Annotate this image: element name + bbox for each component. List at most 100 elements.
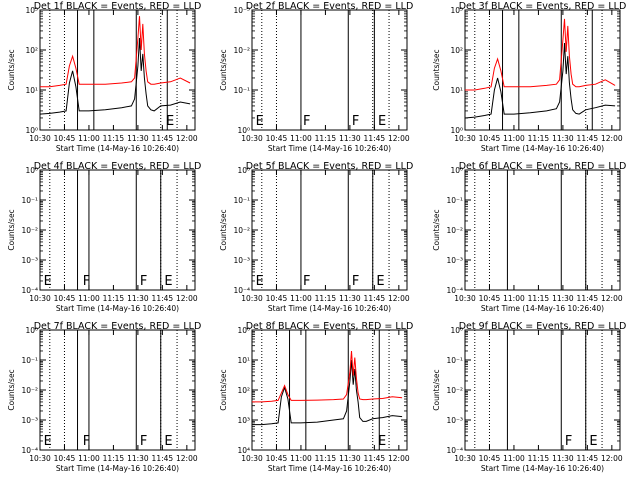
flag-label: E xyxy=(256,114,264,129)
y-tick-label: 10⁻³ xyxy=(233,256,250,265)
y-tick-label: 10⁻³ xyxy=(21,256,38,265)
flag-label: E xyxy=(166,114,174,129)
y-tick-label: 10⁰ xyxy=(237,126,250,135)
x-axis-label: Start Time (14-May-16 10:26:40) xyxy=(268,464,391,473)
y-axis-label: Counts/sec xyxy=(432,209,441,250)
x-tick-label: 11:30 xyxy=(127,134,149,143)
y-tick-label: 10⁰ xyxy=(25,166,38,175)
x-tick-label: 10:30 xyxy=(241,134,263,143)
x-tick-label: 11:00 xyxy=(290,294,312,303)
x-tick-label: 11:15 xyxy=(528,454,550,463)
y-tick-label: 10⁻⁴ xyxy=(446,286,463,295)
y-tick-label: 10⁴ xyxy=(237,446,250,455)
x-tick-label: 12:00 xyxy=(388,454,410,463)
plot-frame xyxy=(464,9,621,131)
x-tick-label: 11:30 xyxy=(552,134,574,143)
flag-label: F xyxy=(352,114,359,129)
y-axis-label: Counts/sec xyxy=(432,49,441,90)
y-axis-label: Counts/sec xyxy=(7,369,16,410)
x-axis-label: Start Time (14-May-16 10:26:40) xyxy=(56,144,179,153)
x-tick-label: 10:45 xyxy=(266,294,288,303)
x-tick-label: 11:45 xyxy=(577,454,599,463)
detector-panel: Det 8f BLACK = Events, RED = LLD 10:30 10:… xyxy=(219,321,413,473)
x-tick-label: 11:15 xyxy=(528,294,550,303)
y-tick-label: 10³ xyxy=(237,416,250,425)
y-tick-label: 10² xyxy=(450,46,463,55)
x-tick-label: 11:00 xyxy=(503,134,525,143)
x-tick-label: 11:15 xyxy=(315,134,337,143)
flag-label: F xyxy=(303,274,310,289)
x-tick-label: 11:15 xyxy=(103,134,125,143)
x-tick-label: 12:00 xyxy=(388,294,410,303)
x-tick-label: 11:00 xyxy=(78,454,100,463)
y-tick-label: 10³ xyxy=(25,6,38,15)
plot-frame xyxy=(464,169,621,291)
flag-label: E xyxy=(44,434,52,449)
y-tick-label: 10² xyxy=(25,46,38,55)
flag-label: E xyxy=(164,274,172,289)
flag-label: E xyxy=(256,274,264,289)
panel-title: Det 8f BLACK = Events, RED = LLD xyxy=(246,321,414,332)
x-tick-label: 10:45 xyxy=(479,454,501,463)
lld-series-line xyxy=(465,18,616,91)
x-tick-label: 11:30 xyxy=(339,134,361,143)
x-tick-label: 11:45 xyxy=(364,294,386,303)
flag-label: F xyxy=(565,434,572,449)
x-axis-label: Start Time (14-May-16 10:26:40) xyxy=(481,304,604,313)
x-tick-label: 11:15 xyxy=(528,134,550,143)
x-tick-label: 11:00 xyxy=(503,454,525,463)
y-tick-label: 10⁻³ xyxy=(21,416,38,425)
x-tick-label: 11:30 xyxy=(552,454,574,463)
events-series-line xyxy=(39,37,191,115)
panel-title: Det 6f BLACK = Events, RED = LLD xyxy=(459,161,627,172)
y-tick-label: 10⁻¹ xyxy=(233,196,250,205)
x-tick-label: 11:00 xyxy=(78,134,100,143)
y-tick-label: 10³ xyxy=(450,6,463,15)
y-axis-label: Counts/sec xyxy=(432,369,441,410)
y-tick-label: 10⁻² xyxy=(21,226,38,235)
x-tick-label: 12:00 xyxy=(388,134,410,143)
x-tick-label: 12:00 xyxy=(601,294,623,303)
y-tick-label: 10⁰ xyxy=(25,326,38,335)
x-tick-label: 11:00 xyxy=(503,294,525,303)
y-axis-label: Counts/sec xyxy=(219,369,228,410)
panel-title: Det 4f BLACK = Events, RED = LLD xyxy=(34,161,202,172)
y-tick-label: 10¹ xyxy=(450,86,463,95)
plot-frame xyxy=(39,9,196,131)
y-tick-label: 10⁰ xyxy=(450,166,463,175)
x-tick-label: 11:30 xyxy=(127,454,149,463)
plot-frame xyxy=(251,9,408,131)
x-tick-label: 10:45 xyxy=(266,454,288,463)
x-tick-label: 11:45 xyxy=(364,454,386,463)
x-tick-label: 10:30 xyxy=(454,294,476,303)
x-tick-label: 10:30 xyxy=(241,294,263,303)
x-tick-label: 11:00 xyxy=(290,134,312,143)
panel-title: Det 2f BLACK = Events, RED = LLD xyxy=(246,1,414,12)
y-axis-label: Counts/sec xyxy=(7,209,16,250)
x-axis-label: Start Time (14-May-16 10:26:40) xyxy=(56,464,179,473)
flag-label: E xyxy=(376,274,384,289)
x-axis-label: Start Time (14-May-16 10:26:40) xyxy=(268,144,391,153)
flag-label: F xyxy=(140,434,147,449)
lld-series-line xyxy=(40,16,191,88)
detector-panel: Det 3f BLACK = Events, RED = LLD 10:30 10:… xyxy=(432,1,626,153)
x-tick-label: 11:15 xyxy=(103,294,125,303)
panel-title: Det 3f BLACK = Events, RED = LLD xyxy=(459,1,627,12)
x-tick-label: 11:45 xyxy=(577,134,599,143)
x-tick-label: 11:30 xyxy=(552,294,574,303)
x-tick-label: 11:15 xyxy=(315,454,337,463)
x-tick-label: 10:30 xyxy=(29,294,51,303)
y-tick-label: 10⁻² xyxy=(233,46,250,55)
lld-series-line xyxy=(252,350,403,403)
y-tick-label: 10⁰ xyxy=(450,126,463,135)
y-tick-label: 10⁻³ xyxy=(446,256,463,265)
x-tick-label: 12:00 xyxy=(601,454,623,463)
flag-label: F xyxy=(83,434,90,449)
flag-label: E xyxy=(44,274,52,289)
x-tick-label: 10:45 xyxy=(54,294,76,303)
x-tick-label: 11:45 xyxy=(577,294,599,303)
detector-panel: Det 5f BLACK = Events, RED = LLD 10:30 10:… xyxy=(219,161,413,313)
y-tick-label: 10⁻² xyxy=(446,386,463,395)
panel-title: Det 1f BLACK = Events, RED = LLD xyxy=(34,1,202,12)
